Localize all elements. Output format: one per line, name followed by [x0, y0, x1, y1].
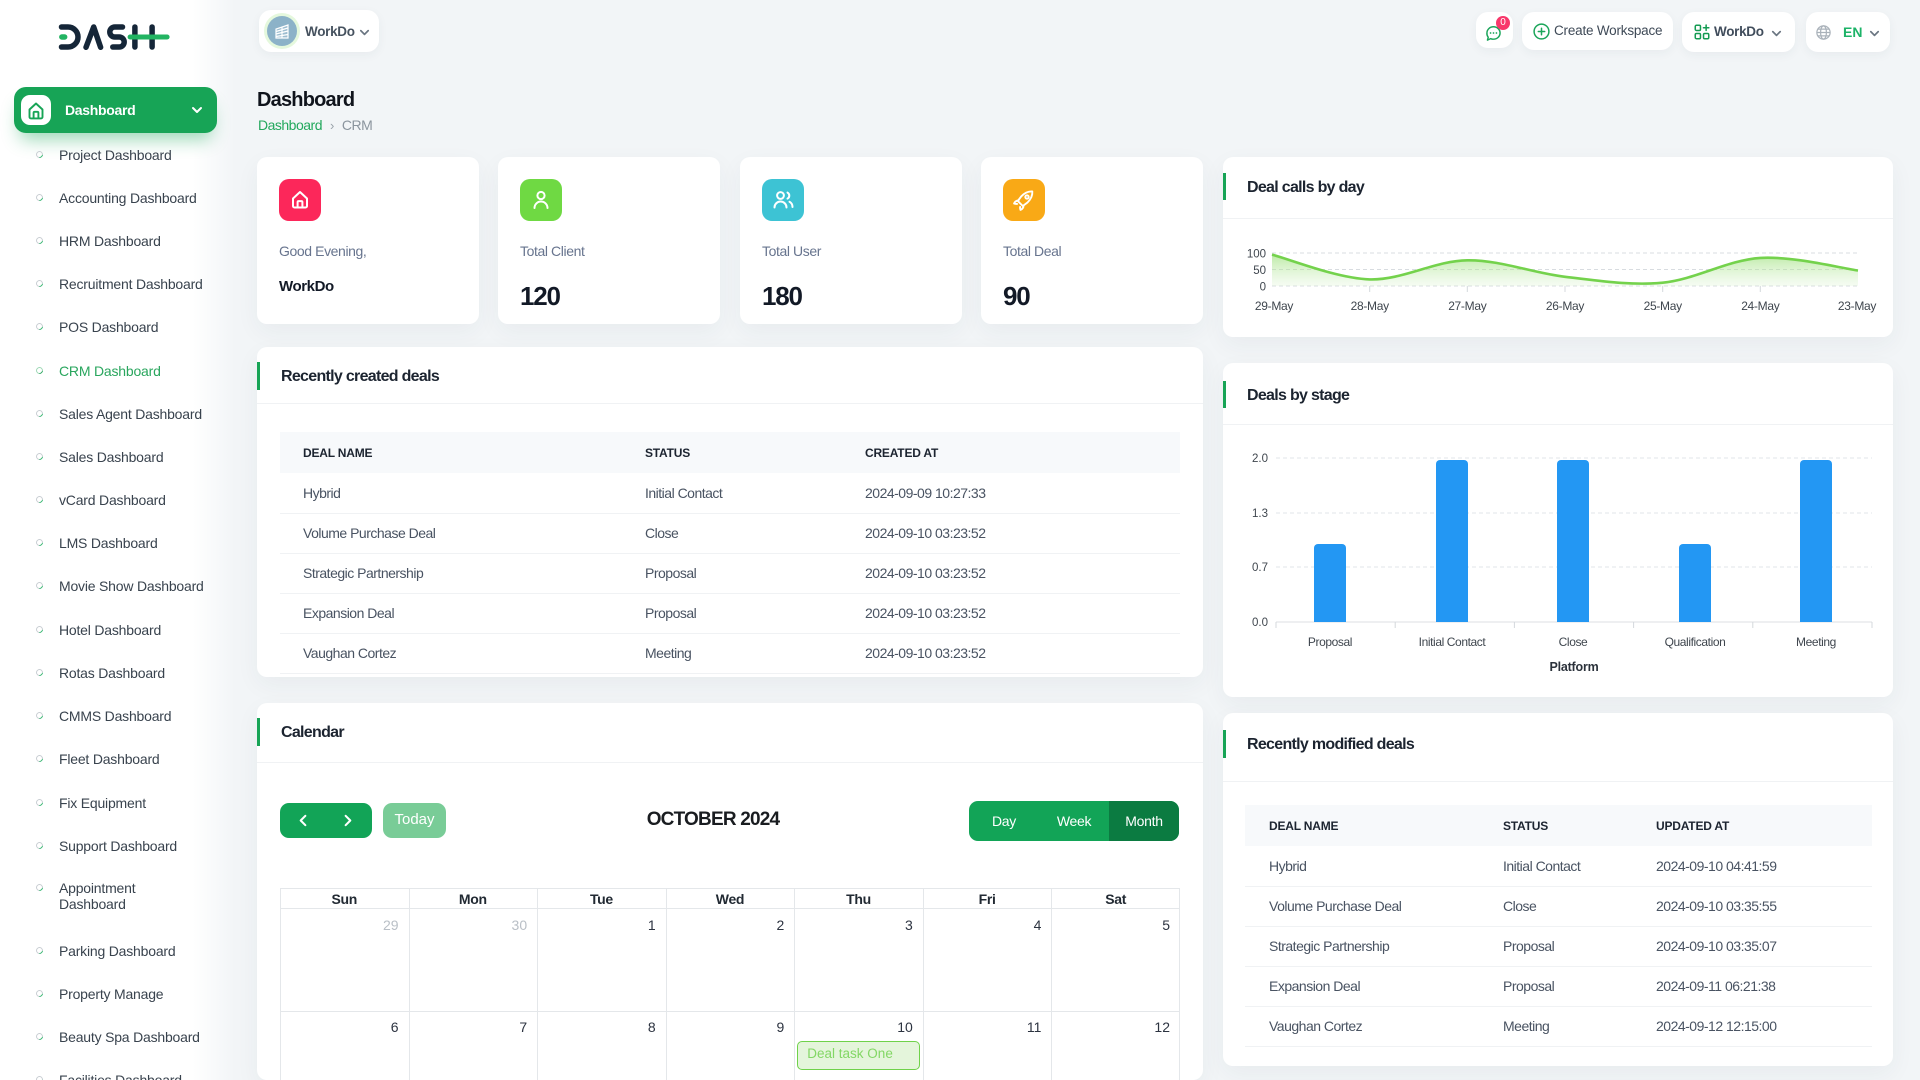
svg-text:28-May: 28-May — [1351, 299, 1390, 313]
svg-text:50: 50 — [1253, 265, 1266, 277]
svg-text:0.0: 0.0 — [1252, 617, 1268, 629]
svg-text:26-May: 26-May — [1546, 299, 1585, 313]
svg-text:100: 100 — [1247, 249, 1266, 261]
svg-text:23-May: 23-May — [1838, 299, 1877, 313]
svg-text:Qualification: Qualification — [1665, 635, 1726, 649]
svg-text:Proposal: Proposal — [1308, 635, 1352, 649]
svg-text:2.0: 2.0 — [1252, 453, 1268, 465]
svg-text:29-May: 29-May — [1255, 299, 1294, 313]
svg-text:Platform: Platform — [1549, 660, 1598, 674]
svg-text:1.3: 1.3 — [1252, 508, 1268, 520]
svg-text:0: 0 — [1260, 282, 1266, 294]
svg-text:Initial Contact: Initial Contact — [1419, 635, 1487, 649]
svg-text:25-May: 25-May — [1644, 299, 1683, 313]
svg-text:27-May: 27-May — [1448, 299, 1487, 313]
svg-text:Close: Close — [1559, 635, 1588, 649]
svg-text:24-May: 24-May — [1741, 299, 1780, 313]
svg-text:0.7: 0.7 — [1252, 562, 1268, 574]
svg-text:Meeting: Meeting — [1796, 635, 1836, 649]
